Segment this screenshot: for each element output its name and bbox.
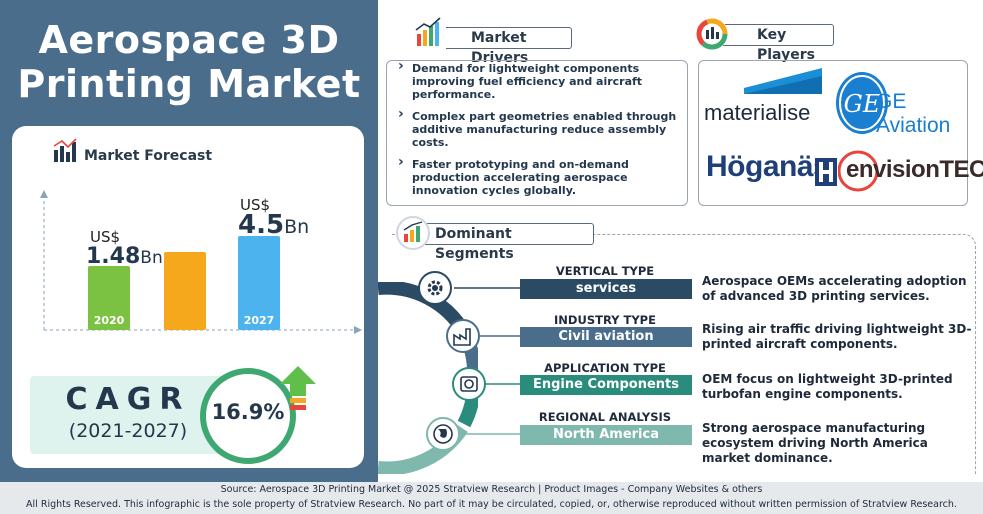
segments-heading: Dominant Segments — [414, 223, 594, 262]
pie-chart-icon — [696, 18, 728, 50]
value-2020: 1.48Bn — [86, 244, 163, 269]
envisiontec-name: envisionTEC — [846, 156, 983, 183]
segments-chart-icon — [396, 216, 430, 250]
segment-type-2: INDUSTRY TYPE — [554, 313, 656, 327]
currency-2020: US$ — [90, 228, 121, 246]
segment-label-1: services — [520, 279, 692, 299]
bar-year-2027: 2027 — [243, 314, 275, 327]
segments-frame — [392, 234, 976, 474]
segment-label-3: Engine Components — [520, 375, 692, 395]
bar-chart-icon — [53, 138, 77, 162]
segment-type-1: VERTICAL TYPE — [555, 264, 655, 278]
cagr-years: (2021-2027) — [68, 420, 188, 442]
players-heading: Key Players — [716, 24, 834, 63]
footer-rights: All Rights Reserved. This infographic is… — [26, 499, 957, 510]
segment-desc-4: Strong aerospace manufacturing ecosystem… — [702, 421, 928, 465]
ge-name: GE Aviation — [876, 90, 951, 137]
svg-text:GE: GE — [844, 90, 881, 118]
engine-icon — [452, 367, 486, 401]
growth-arrow-icon — [280, 366, 316, 410]
materialise-name: materialise — [704, 100, 811, 125]
footer-source: Source: Aerospace 3D Printing Market @ 2… — [220, 484, 763, 495]
forecast-axes — [40, 190, 362, 334]
players-box — [698, 60, 968, 206]
bar-year-2020: 2020 — [93, 314, 125, 327]
forecast-bar-mid — [164, 252, 206, 330]
envisiontec-logo — [838, 150, 879, 192]
forecast-heading: Market Forecast — [84, 148, 213, 164]
hoganas-mark-icon — [815, 158, 837, 186]
segment-desc-1: Aerospace OEMs accelerating adoption of … — [702, 274, 967, 303]
driver-item-2: Complex part geometries enabled through … — [398, 108, 678, 149]
segment-label-4: North America — [520, 425, 692, 445]
segment-connectors — [454, 287, 520, 435]
segment-desc-2: Rising air traffic driving lightweight 3… — [702, 322, 972, 351]
driver-item-1: Demand for lightweight components improv… — [398, 60, 678, 101]
footer — [0, 482, 983, 514]
hoganas-name: Höganäs — [706, 150, 830, 183]
chart-growth-icon — [412, 16, 446, 50]
main-title-line1: Aerospace 3D — [38, 18, 340, 62]
forecast-bar-2027 — [238, 236, 280, 330]
drivers-box — [386, 60, 688, 206]
cagr-value: 16.9% — [211, 400, 285, 424]
cagr-label: CAGR — [65, 382, 191, 417]
materialise-logo — [744, 68, 822, 94]
globe-icon — [426, 417, 460, 451]
forecast-bar-2020 — [88, 266, 130, 330]
cagr-box — [30, 376, 230, 454]
currency-2027: US$ — [240, 196, 271, 214]
segment-type-3: APPLICATION TYPE — [544, 361, 666, 375]
value-2027: 4.5Bn — [238, 210, 310, 240]
segment-type-4: REGIONAL ANALYSIS — [538, 410, 672, 424]
driver-item-3: Faster prototyping and on-demand product… — [398, 156, 678, 197]
factory-icon — [446, 319, 480, 353]
segment-label-2: Civil aviation — [520, 327, 692, 347]
segment-desc-3: OEM focus on lightweight 3D-printed turb… — [702, 372, 953, 401]
drivers-heading: Market Drivers — [430, 27, 572, 66]
ge-logo: GE — [836, 72, 888, 134]
main-title-line2: Printing Market — [17, 62, 361, 106]
gear-icon — [418, 271, 452, 305]
